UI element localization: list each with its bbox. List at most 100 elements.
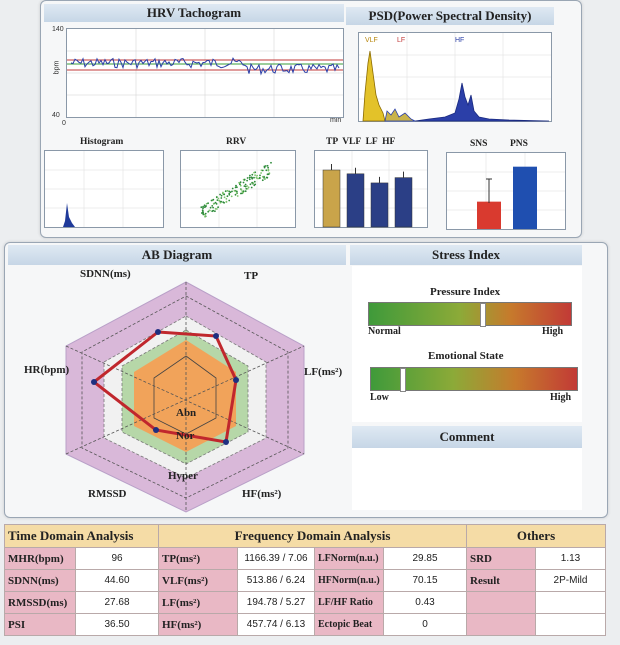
rrv-point (256, 174, 258, 177)
table-cell: 70.15 (383, 569, 467, 592)
rrv-point (260, 172, 262, 174)
table-cell: HF(ms²) (158, 613, 238, 636)
table-row: MHR(bpm) 96 TP(ms²) 1166.39 / 7.06 LFNor… (4, 547, 606, 570)
rrv-point (267, 173, 270, 176)
psd-vlf-label: VLF (365, 37, 378, 44)
rrv-point (204, 215, 206, 218)
rrv-point (246, 187, 249, 190)
rrv-point (215, 203, 218, 205)
rrv-point (200, 206, 203, 209)
table-cell: 44.60 (75, 569, 159, 592)
rrv-point (255, 176, 258, 179)
table-cell: 1166.39 / 7.06 (237, 547, 315, 570)
rrv-point (212, 203, 215, 205)
rrv-point (203, 204, 206, 207)
emotional-high: High (550, 392, 572, 403)
rrv-point (258, 177, 261, 180)
table-cell (466, 613, 536, 636)
ab-hyper-label: Hyper (168, 470, 198, 482)
table-cell: SRD (466, 547, 536, 570)
rrv-point (236, 190, 238, 193)
pressure-title: Pressure Index (430, 286, 501, 298)
rrv-point (251, 177, 254, 180)
table-cell: HFNorm(n.u.) (314, 569, 384, 592)
rrv-point (257, 177, 259, 180)
rrv-point (225, 201, 228, 203)
bar-pns (513, 166, 537, 229)
tacho-xunit: min (330, 117, 342, 124)
rrv-point (246, 179, 248, 182)
emotional-gauge (370, 367, 578, 392)
rrv-point (219, 193, 221, 196)
tacho-ymax: 140 (52, 26, 64, 33)
table-cell: RMSSD(ms) (4, 591, 76, 614)
table-cell: 0 (383, 613, 467, 636)
table-cell: 96 (75, 547, 159, 570)
rrv-point (241, 190, 244, 193)
tachogram-plot (67, 29, 343, 117)
rrv-point (250, 176, 253, 179)
ab-title: AB Diagram (8, 245, 346, 265)
rrv-point (230, 195, 233, 198)
stress-title: Stress Index (350, 245, 582, 265)
rrv-point (231, 187, 234, 190)
rrv-point (242, 181, 245, 184)
others-header: Others (466, 524, 606, 548)
tachogram-line (70, 57, 340, 76)
rrv-point (210, 199, 213, 202)
rrv-point (238, 181, 240, 184)
rrv-point (254, 174, 256, 176)
rrv-point (261, 169, 264, 172)
rrv-point (218, 199, 221, 202)
pressure-high: High (542, 326, 564, 337)
rrv-point (239, 183, 241, 186)
rrv-point (229, 191, 232, 194)
rrv-point (243, 185, 246, 187)
rrv-point (224, 190, 227, 193)
table-cell: LF/HF Ratio (314, 591, 384, 614)
freq-domain-header: Frequency Domain Analysis (158, 524, 467, 548)
bar-hf (394, 177, 413, 228)
rrv-point (205, 202, 208, 205)
rrv-point (215, 196, 218, 199)
bands-plot (315, 151, 427, 228)
table-cell (535, 591, 606, 614)
rrv-point (204, 212, 207, 215)
table-cell: 457.74 / 6.13 (237, 613, 315, 636)
rrv-point (270, 161, 272, 164)
histogram-plot (45, 151, 163, 227)
rrv-point (261, 179, 264, 182)
emotional-low: Low (370, 392, 389, 403)
rrv-point (233, 190, 236, 192)
rrv-point (217, 197, 220, 200)
rrv-point (212, 206, 214, 209)
rrv-point (226, 195, 229, 198)
rrv-point (231, 190, 233, 193)
ab-sdnn-label: SDNN(ms) (80, 268, 131, 280)
rrv-point (205, 205, 207, 207)
table-row: SDNN(ms) 44.60 VLF(ms²) 513.86 / 6.24 HF… (4, 569, 606, 592)
ab-hr-label: HR(bpm) (24, 364, 70, 376)
rrv-point (202, 205, 204, 208)
rrv-point (236, 186, 238, 189)
table-row: RMSSD(ms) 27.68 LF(ms²) 194.78 / 5.27 LF… (4, 591, 606, 614)
rrv-point (228, 192, 231, 195)
comment-box (352, 448, 582, 510)
rrv-point (225, 198, 228, 200)
psd-plot (359, 33, 551, 122)
rrv-point (223, 196, 226, 199)
rrv-point (239, 184, 242, 187)
table-cell (535, 613, 606, 636)
rrv-point (266, 164, 269, 167)
rrv-point (236, 195, 239, 197)
table-cell: LFNorm(n.u.) (314, 547, 384, 570)
psd-chart: VLF LF HF (358, 32, 552, 122)
table-cell: 36.50 (75, 613, 159, 636)
rrv-point (248, 176, 251, 179)
rrv-point (209, 206, 212, 209)
rrv-point (228, 199, 231, 202)
rrv-point (247, 186, 250, 189)
rrv-point (263, 177, 266, 180)
table-cell: LF(ms²) (158, 591, 238, 614)
rrv-point (249, 183, 252, 186)
